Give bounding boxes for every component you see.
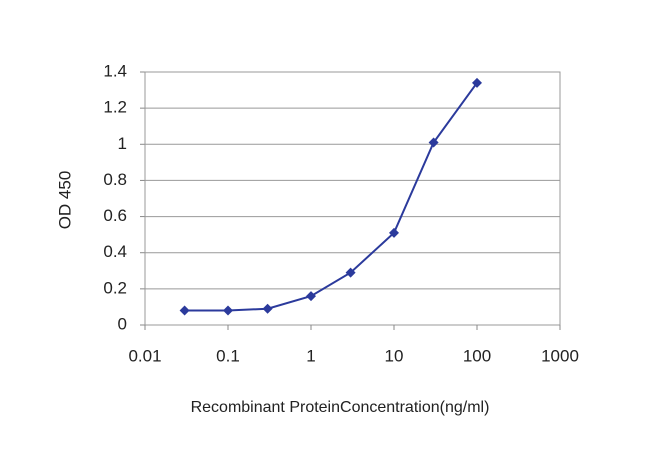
series-line	[184, 82, 478, 312]
data-point	[179, 305, 190, 316]
y-tick-label: 1	[118, 134, 127, 153]
x-axis-label: Recombinant ProteinConcentration(ng/ml)	[191, 399, 490, 416]
data-point	[472, 77, 482, 88]
plot-frame	[144, 71, 561, 326]
data-point	[345, 267, 356, 278]
x-tick-label: 1000	[541, 346, 579, 365]
y-tick-label: 1.4	[103, 61, 127, 80]
data-point	[223, 305, 233, 316]
y-tick-label: 0.8	[103, 170, 127, 189]
data-point	[262, 303, 273, 314]
y-tick-label: 0	[118, 314, 127, 333]
data-point	[428, 137, 439, 148]
y-tick-label: 0.2	[103, 278, 127, 297]
y-axis-label: OD 450	[55, 171, 74, 230]
x-tick-label: 100	[463, 346, 491, 365]
data-point	[306, 291, 316, 302]
data-point	[389, 227, 399, 238]
y-tick-label: 0.4	[103, 242, 127, 261]
y-tick-label: 1.2	[103, 98, 127, 117]
y-tick-label: 0.6	[103, 206, 127, 225]
x-tick-label: 1	[306, 346, 315, 365]
x-tick-label: 10	[385, 346, 404, 365]
x-tick-label: 0.1	[216, 346, 240, 365]
x-tick-label: 0.01	[128, 346, 161, 365]
